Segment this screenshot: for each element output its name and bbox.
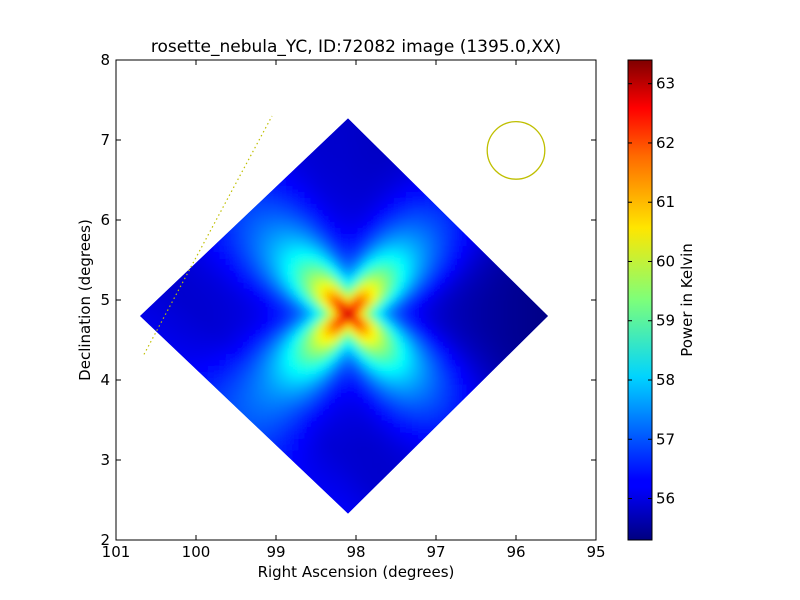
colorbar-tick-label: 63 (656, 75, 675, 93)
chart-title: rosette_nebula_YC, ID:72082 image (1395.… (151, 37, 561, 57)
x-axis-label: Right Ascension (degrees) (258, 563, 455, 581)
y-axis: 2 3 4 5 6 7 8 (100, 51, 596, 549)
colorbar-gradient (627, 59, 653, 541)
colorbar: 56 57 58 59 60 61 62 63 Power in Kelvin (627, 59, 696, 541)
y-tick-label: 8 (100, 51, 110, 69)
colorbar-tick-label: 56 (656, 490, 675, 508)
y-tick-label: 6 (100, 211, 110, 229)
x-tick-label: 97 (426, 543, 445, 561)
y-axis-label: Declination (degrees) (76, 219, 94, 381)
y-tick-label: 7 (100, 131, 110, 149)
x-axis: 101 100 99 98 97 96 95 (102, 60, 606, 561)
x-tick-label: 99 (266, 543, 285, 561)
colorbar-tick-label: 57 (656, 430, 675, 448)
x-tick-label: 98 (346, 543, 365, 561)
x-tick-label: 95 (586, 543, 605, 561)
beam-circle (486, 120, 546, 180)
colorbar-label: Power in Kelvin (678, 243, 696, 357)
x-tick-label: 101 (102, 543, 131, 561)
colorbar-tick-label: 59 (656, 312, 675, 330)
colorbar-tick-label: 62 (656, 134, 675, 152)
x-tick-label: 100 (182, 543, 211, 561)
x-tick-label: 96 (506, 543, 525, 561)
colorbar-tick-label: 61 (656, 193, 675, 211)
y-tick-label: 3 (100, 451, 110, 469)
colorbar-tick-label: 58 (656, 371, 675, 389)
dotted-line (143, 115, 273, 355)
colorbar-tick-label: 60 (656, 252, 675, 270)
y-tick-label: 5 (100, 291, 110, 309)
y-tick-label: 4 (100, 371, 110, 389)
colorbar-ticks: 56 57 58 59 60 61 62 63 (628, 75, 675, 508)
y-tick-label: 2 (100, 531, 110, 549)
